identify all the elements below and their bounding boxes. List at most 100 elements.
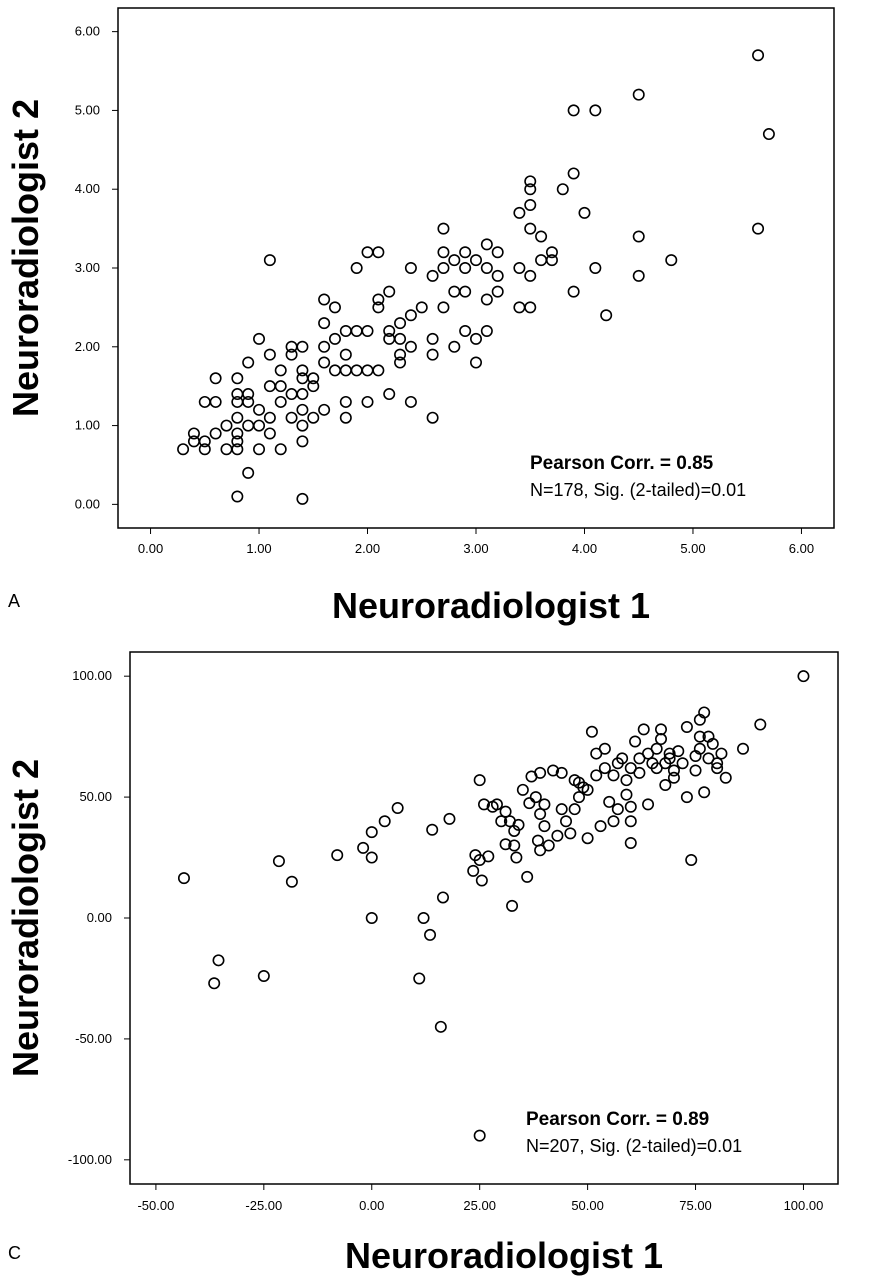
data-point (274, 395, 287, 408)
y-tick-label: -100.00 (68, 1152, 112, 1167)
data-point (512, 818, 525, 831)
data-point (198, 443, 211, 456)
data-point (437, 222, 450, 235)
data-point (263, 380, 276, 393)
data-point (426, 823, 439, 836)
data-point (459, 285, 472, 298)
data-point (620, 774, 633, 787)
data-point (361, 364, 374, 377)
y-tick-label: 2.00 (75, 339, 100, 354)
data-point (665, 254, 678, 267)
data-point (607, 769, 620, 782)
x-axis-label: Neuroradiologist 1 (332, 585, 650, 626)
data-point (263, 411, 276, 424)
data-point (339, 411, 352, 424)
y-tick-label: 4.00 (75, 181, 100, 196)
data-point (706, 737, 719, 750)
data-point (426, 332, 439, 345)
data-point (413, 972, 426, 985)
data-point (521, 870, 534, 883)
data-point (719, 771, 732, 784)
data-point (339, 395, 352, 408)
data-point (469, 332, 482, 345)
data-point (589, 261, 602, 274)
data-point (632, 269, 645, 282)
y-tick-label: 0.00 (87, 910, 112, 925)
data-point (318, 340, 331, 353)
data-point (616, 752, 629, 765)
data-point (378, 815, 391, 828)
data-point (274, 380, 287, 393)
y-tick-label: -50.00 (75, 1031, 112, 1046)
data-point (607, 815, 620, 828)
data-point (307, 380, 320, 393)
data-point (659, 778, 672, 791)
data-point (426, 348, 439, 361)
data-point (350, 364, 363, 377)
x-tick-label: 100.00 (784, 1198, 824, 1213)
data-point (231, 435, 244, 448)
data-point (564, 827, 577, 840)
significance-annotation: N=178, Sig. (2-tailed)=0.01 (530, 480, 746, 500)
data-point (361, 325, 374, 338)
data-point (624, 800, 637, 813)
data-point (529, 791, 542, 804)
data-point (475, 874, 488, 887)
data-point (581, 783, 594, 796)
data-point (534, 766, 547, 779)
x-tick-label: -25.00 (245, 1198, 282, 1213)
data-point (581, 832, 594, 845)
data-point (667, 771, 680, 784)
data-point (797, 670, 810, 683)
data-point (524, 301, 537, 314)
data-point (296, 419, 309, 432)
data-point (448, 254, 461, 267)
data-point (534, 808, 547, 821)
data-point (274, 364, 287, 377)
data-point (339, 325, 352, 338)
data-point (350, 261, 363, 274)
data-point (482, 850, 495, 863)
y-tick-label: 50.00 (79, 789, 112, 804)
data-point (263, 348, 276, 361)
data-point (177, 443, 190, 456)
data-point (516, 783, 529, 796)
data-point (242, 466, 255, 479)
data-point (257, 970, 270, 983)
data-point (711, 762, 724, 775)
data-point (762, 128, 775, 141)
data-point (394, 348, 407, 361)
data-point (654, 723, 667, 736)
data-point (490, 798, 503, 811)
data-point (598, 762, 611, 775)
data-point (328, 364, 341, 377)
x-tick-label: -50.00 (137, 1198, 174, 1213)
data-point (296, 340, 309, 353)
data-point (296, 492, 309, 505)
data-point (589, 104, 602, 117)
data-point (404, 261, 417, 274)
data-point (568, 803, 581, 816)
data-point (231, 427, 244, 440)
data-point (469, 356, 482, 369)
data-point (524, 269, 537, 282)
data-point (285, 348, 298, 361)
data-point (469, 254, 482, 267)
data-point (495, 815, 508, 828)
data-point (629, 735, 642, 748)
data-point (632, 88, 645, 101)
data-point (535, 230, 548, 243)
data-point (654, 733, 667, 746)
data-point (578, 206, 591, 219)
data-point (711, 757, 724, 770)
data-point (372, 246, 385, 259)
data-point (177, 872, 190, 885)
data-point (296, 388, 309, 401)
correlation-annotation: Pearson Corr. = 0.85 (530, 453, 714, 474)
data-point (624, 815, 637, 828)
data-point (209, 372, 222, 385)
data-point (253, 419, 266, 432)
data-point (611, 803, 624, 816)
data-point (524, 222, 537, 235)
